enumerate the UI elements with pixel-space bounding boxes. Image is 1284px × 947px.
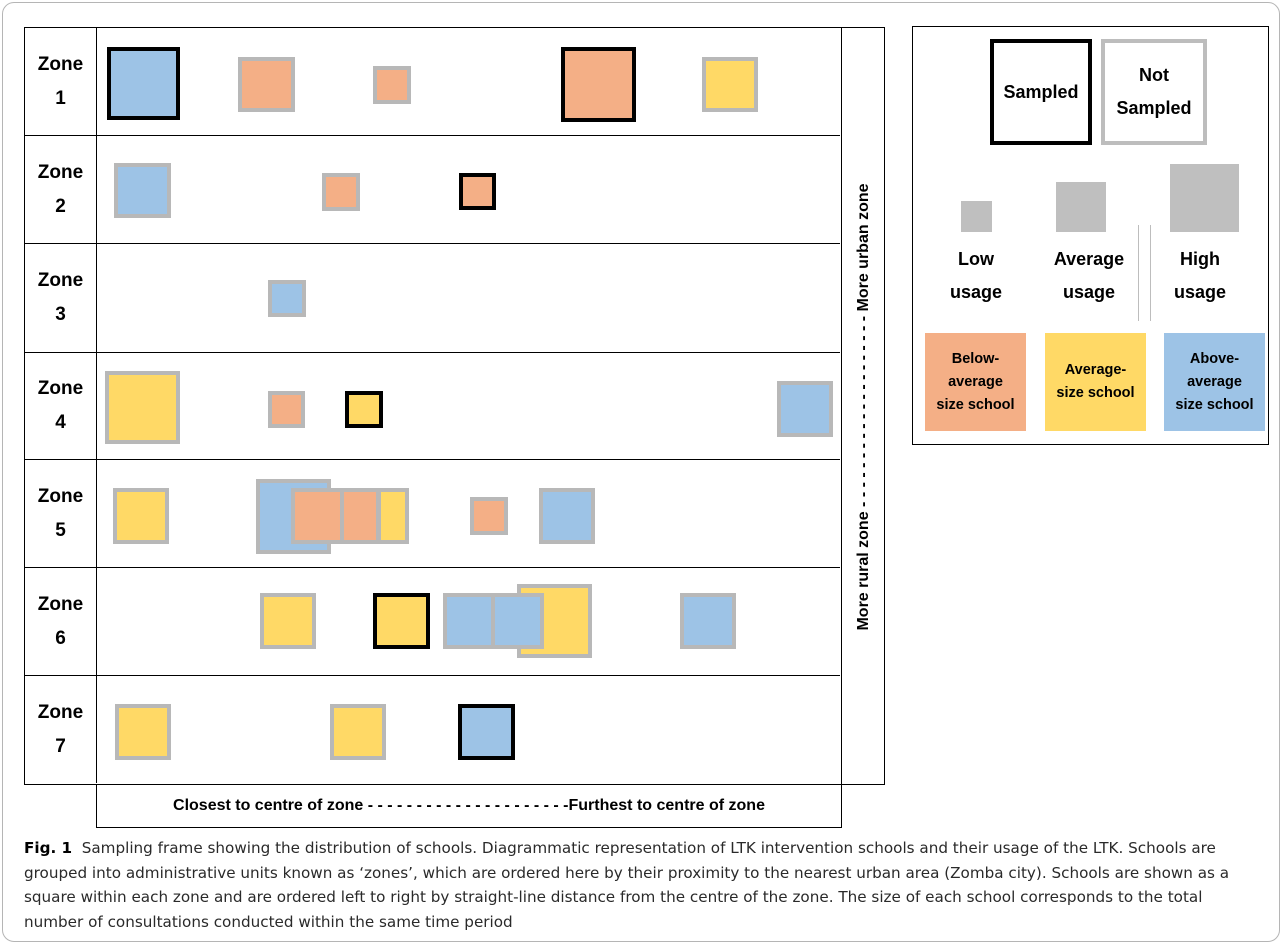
school-square	[539, 488, 595, 544]
zone-row-7: Zone 7	[25, 676, 840, 783]
school-square	[345, 391, 383, 428]
legend-average-swatch: Average- size school	[1045, 333, 1146, 431]
legend-not-sampled-box: Not Sampled	[1101, 39, 1207, 145]
legend-average-usage-text: Average	[1053, 249, 1125, 269]
legend-low-usage-square	[961, 201, 992, 232]
zone-label-word: Zone	[37, 378, 84, 399]
school-square	[458, 704, 515, 760]
legend-below-average-text: size school	[936, 396, 1015, 413]
legend-above-average-text: Above-	[1189, 350, 1240, 367]
legend-high-usage-square	[1170, 164, 1239, 232]
legend-average-text: size school	[1056, 385, 1135, 401]
legend-average-usage-square	[1056, 182, 1106, 232]
school-square	[377, 488, 409, 544]
zone-label-number: 7	[55, 735, 66, 757]
legend-low-usage-text: Low	[958, 249, 994, 269]
urban-rural-axis: More rural zone - - - - - - - - - - - - …	[842, 27, 885, 785]
legend-low-usage-label: Low usage	[931, 243, 1021, 309]
school-square	[470, 497, 508, 535]
school-square	[113, 488, 169, 544]
school-square	[340, 488, 380, 544]
legend-average-text: Average-	[1064, 362, 1127, 378]
school-square	[268, 391, 305, 428]
school-square	[777, 381, 833, 437]
zone-label: Zone 5	[25, 460, 97, 567]
zone-label-word: Zone	[37, 701, 84, 723]
zone-row-3: Zone 3	[25, 244, 840, 353]
school-square	[443, 593, 495, 649]
legend-high-usage-text: usage	[1173, 282, 1227, 302]
legend-not-sampled-label: Not	[1139, 65, 1169, 85]
legend-divider	[1150, 225, 1151, 321]
school-square	[702, 57, 758, 112]
school-square	[373, 593, 430, 649]
school-square	[260, 593, 316, 649]
zone-label-number: 6	[55, 627, 66, 649]
school-square	[459, 173, 496, 210]
zone-label: Zone 7	[25, 676, 97, 783]
legend-below-average-text: average	[948, 373, 1003, 390]
school-square	[114, 163, 171, 218]
school-square	[115, 704, 171, 760]
school-square	[105, 371, 180, 444]
zone-label: Zone 1	[25, 28, 97, 135]
zone-label-number: 1	[55, 87, 66, 109]
school-square	[238, 57, 295, 112]
zone-label-number: 5	[55, 519, 66, 541]
zone-label-word: Zone	[37, 593, 84, 615]
distance-axis-label: Closest to centre of zone - - - - - - - …	[96, 785, 842, 828]
urban-rural-axis-label: More rural zone - - - - - - - - - - - - …	[854, 183, 872, 631]
school-square	[373, 66, 411, 104]
legend-divider	[1138, 225, 1139, 321]
zone-label: Zone 2	[25, 136, 97, 243]
zone-label: Zone 3	[25, 244, 97, 352]
figure-caption: Fig. 1 Sampling frame showing the distri…	[24, 836, 1264, 934]
legend-sampled-label: Sampled	[1003, 81, 1079, 102]
school-square	[491, 593, 544, 649]
zone-label: Zone 6	[25, 568, 97, 675]
zone-row-4: Zone 4	[25, 353, 840, 460]
school-square	[322, 173, 360, 211]
zone-label-word: Zone	[37, 53, 84, 75]
legend-average-usage-label: Average usage	[1037, 243, 1141, 309]
zone-label: Zone 4	[25, 353, 97, 459]
zone-row-6: Zone 6	[25, 568, 840, 676]
legend-above-average-text: size school	[1175, 396, 1254, 413]
legend-below-average-text: Below-	[951, 350, 1000, 367]
zone-row-1: Zone 1	[25, 28, 840, 136]
zone-label-number: 3	[55, 304, 66, 325]
caption-text: Sampling frame showing the distribution …	[24, 839, 1230, 931]
zone-label-number: 2	[55, 195, 66, 217]
school-square	[268, 280, 306, 317]
legend-sampled-box: Sampled	[990, 39, 1092, 145]
sampling-frame-grid: Zone 1 Zone 2 Zone 3 Zone 4	[24, 27, 842, 785]
school-square	[330, 704, 386, 760]
zone-row-5: Zone 5	[25, 460, 840, 568]
legend-above-average-text: average	[1187, 373, 1242, 390]
legend-high-usage-label: High usage	[1158, 243, 1242, 309]
legend-low-usage-text: usage	[949, 282, 1003, 302]
zone-label-word: Zone	[37, 270, 84, 291]
legend-panel: Sampled Not Sampled Low usage Average us…	[912, 26, 1269, 445]
legend-not-sampled-label: Sampled	[1116, 98, 1192, 118]
zone-label-word: Zone	[37, 161, 84, 183]
legend-average-usage-text: usage	[1062, 282, 1116, 302]
school-square	[680, 593, 736, 649]
legend-high-usage-text: High	[1180, 249, 1220, 269]
school-square	[561, 47, 636, 122]
legend-above-average-swatch: Above- average size school	[1164, 333, 1265, 431]
figure-number: Fig. 1	[24, 839, 73, 857]
school-square	[107, 47, 180, 120]
zone-label-word: Zone	[37, 485, 84, 507]
zone-row-2: Zone 2	[25, 136, 840, 244]
zone-label-number: 4	[55, 412, 66, 433]
legend-below-average-swatch: Below- average size school	[925, 333, 1026, 431]
